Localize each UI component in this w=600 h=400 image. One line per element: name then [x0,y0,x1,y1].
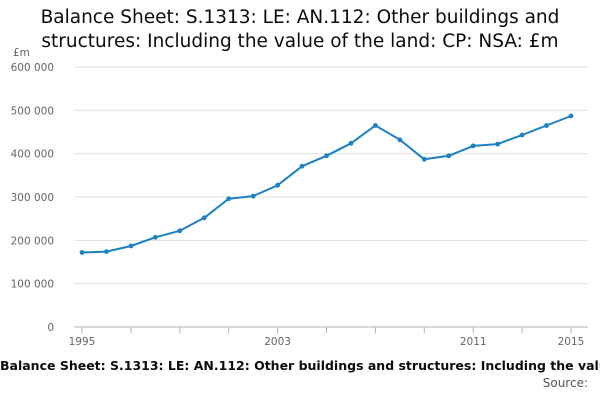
data-point [373,123,378,128]
y-tick-label: 600 000 [11,62,54,74]
data-point [568,113,574,119]
data-point [299,163,305,169]
data-point [152,234,158,240]
data-point [324,153,329,159]
data-point [544,123,549,128]
data-point [226,196,232,202]
x-tick-label: 2015 [558,336,585,348]
data-point [495,141,501,147]
data-point [250,193,256,199]
y-tick-label: 300 000 [11,192,54,204]
y-tick-label: 500 000 [11,105,54,117]
x-tick-label: 2003 [264,336,291,348]
data-point [104,249,109,255]
legend-label: Balance Sheet: S.1313: LE: AN.112: Other… [0,358,600,373]
source-label: Source: [542,376,588,390]
data-point [177,228,183,234]
data-point [275,182,280,188]
data-point [201,215,207,221]
data-point [470,143,476,149]
data-point [519,132,525,138]
y-axis-label: £m [13,47,30,59]
data-point [128,243,134,249]
chart-title-line-1: Balance Sheet: S.1313: LE: AN.112: Other… [40,7,560,28]
x-tick-label: 1995 [69,336,96,348]
y-tick-label: 400 000 [11,149,54,161]
data-point [79,250,85,255]
series-line [81,115,572,254]
data-point [421,156,427,162]
chart-title-line-2: structures: Including the value of the l… [41,31,559,52]
chart-title: Balance Sheet: S.1313: LE: AN.112: Other… [0,6,600,54]
y-tick-label: 0 [47,322,54,334]
data-point [446,153,452,159]
y-tick-label: 200 000 [11,235,54,247]
y-tick-label: 100 000 [11,279,54,291]
x-tick-label: 2011 [460,336,487,348]
data-point [348,140,354,146]
data-point [397,137,403,143]
